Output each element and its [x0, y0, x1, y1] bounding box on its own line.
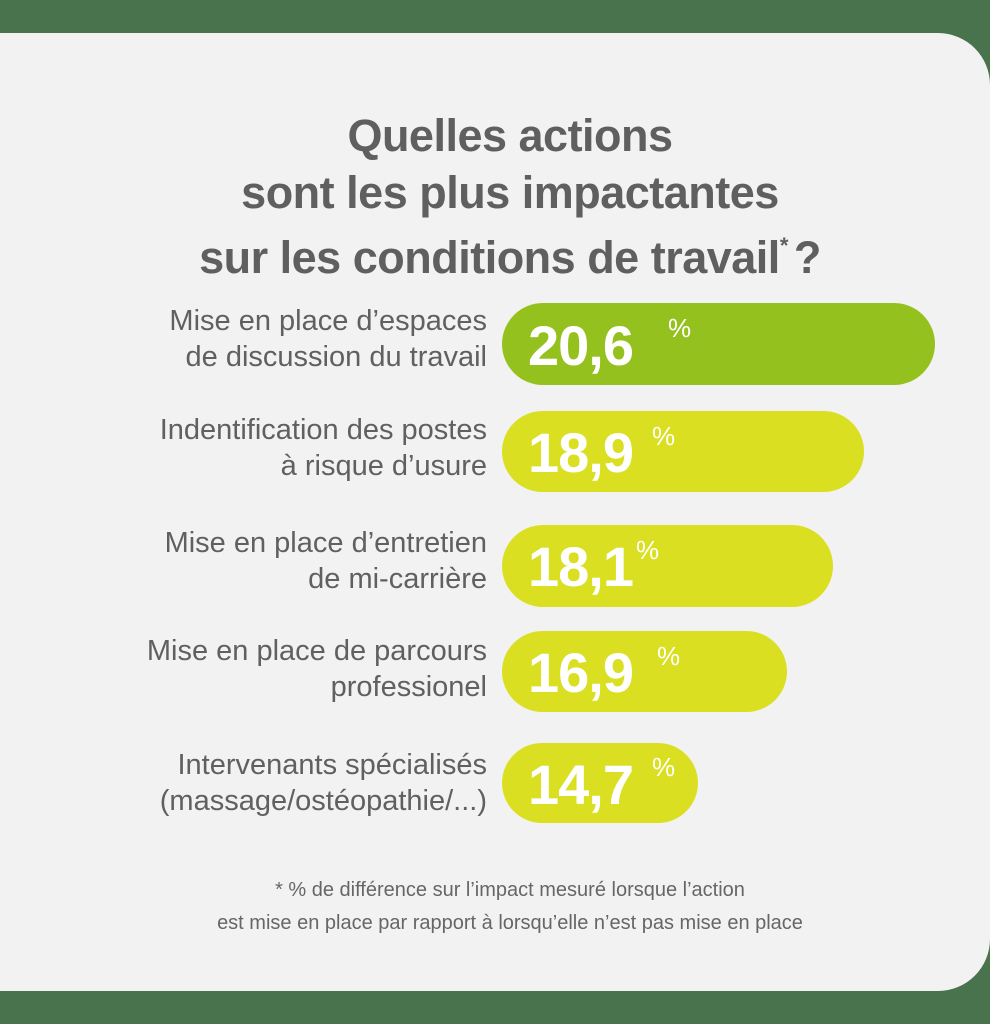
title-line-1: Quelles actions: [347, 110, 673, 161]
bar-label-1: Mise en place d’espaces de discussion du…: [169, 303, 487, 375]
bar-unit-5: %: [652, 752, 676, 782]
title-line-3: sur les conditions de travail*?: [0, 221, 990, 286]
bar-value-4: 16,9: [528, 641, 634, 704]
title-question-mark: ?: [793, 232, 822, 283]
bar-value-1: 20,6: [528, 314, 634, 377]
bar-3: 18,1 %: [502, 525, 833, 607]
chart-title: Quelles actions sont les plus impactante…: [0, 107, 990, 286]
bar-unit-1: %: [668, 313, 692, 343]
title-line-2: sont les plus impactantes: [241, 167, 779, 218]
bar-label-5: Intervenants spécialisés (massage/ostéop…: [160, 747, 487, 819]
bar-5: 14,7 %: [502, 743, 698, 823]
bar-label-3-line-1: Mise en place d’entretien: [164, 527, 487, 559]
bar-unit-4: %: [657, 641, 681, 671]
bar-label-2-line-1: Indentification des postes: [159, 414, 487, 446]
bar-label-1-line-2: de discussion du travail: [185, 341, 487, 373]
bar-label-3-line-2: de mi-carrière: [308, 563, 487, 595]
bar-value-2: 18,9: [528, 421, 634, 484]
title-asterisk: *: [779, 233, 789, 258]
bar-1: 20,6 %: [502, 303, 935, 385]
bar-unit-3: %: [636, 535, 660, 565]
footnote-line-2: est mise en place par rapport à lorsqu’e…: [217, 912, 803, 934]
title-line-3-text: sur les conditions de travail: [199, 232, 780, 283]
bar-label-5-line-1: Intervenants spécialisés: [177, 749, 488, 781]
bar-label-4-line-2: professionel: [330, 671, 487, 703]
bar-label-5-line-2: (massage/ostéopathie/...): [159, 785, 487, 817]
bar-label-2: Indentification des postes à risque d’us…: [160, 412, 487, 484]
bar-label-4-line-1: Mise en place de parcours: [146, 635, 487, 667]
bar-2: 18,9 %: [502, 411, 864, 492]
bar-value-3: 18,1: [528, 535, 634, 598]
bar-value-5: 14,7: [528, 753, 634, 816]
bar-label-4: Mise en place de parcours professionel: [147, 633, 487, 705]
footnote: * % de différence sur l’impact mesuré lo…: [0, 874, 990, 940]
bar-label-3: Mise en place d’entretien de mi-carrière: [165, 525, 487, 597]
bar-label-1-line-1: Mise en place d’espaces: [169, 305, 487, 337]
footnote-line-1: * % de différence sur l’impact mesuré lo…: [275, 879, 745, 901]
bar-label-2-line-2: à risque d’usure: [280, 450, 487, 482]
infographic-card: Quelles actions sont les plus impactante…: [0, 33, 990, 991]
bar-4: 16,9 %: [502, 631, 787, 712]
bar-unit-2: %: [652, 421, 676, 451]
